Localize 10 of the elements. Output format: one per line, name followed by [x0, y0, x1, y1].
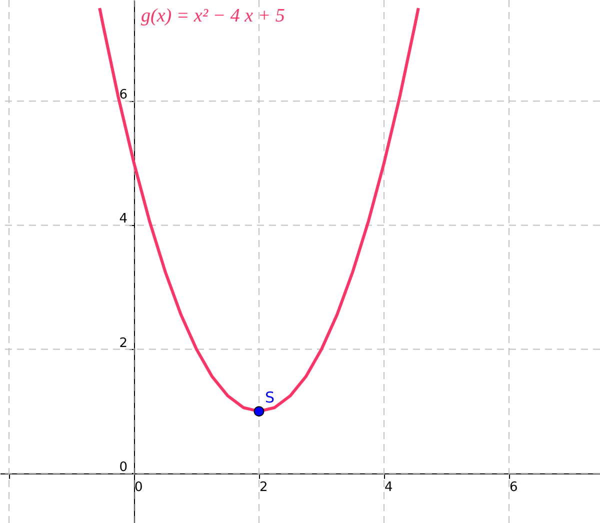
x-tick-label: 4 — [384, 480, 393, 495]
y-tick-label: 4 — [119, 212, 128, 227]
x-tick-label: 2 — [260, 480, 268, 495]
series-label: g(x) = x² − 4 x + 5 — [141, 6, 285, 27]
y-tick-label: 2 — [119, 336, 128, 351]
series-label: S — [265, 388, 275, 406]
y-tick-label: 0 — [119, 460, 128, 475]
y-tick-label: 6 — [119, 88, 128, 103]
x-tick-label: 6 — [510, 480, 518, 495]
x-tick-label: 0 — [134, 480, 143, 495]
